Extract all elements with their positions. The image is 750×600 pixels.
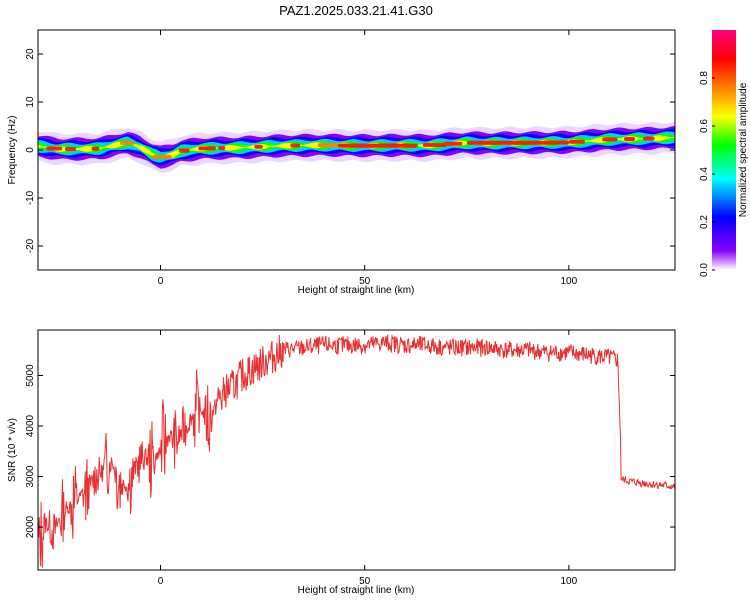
ridge-hotspot [91,146,100,151]
y-tick-label: -10 [25,190,36,205]
colorbar: 0.0 0.2 0.4 0.6 0.8 Normalized spectral ampl… [699,30,749,277]
snr-frame [37,329,676,571]
colorbar-tick-label: 0.8 [699,71,710,85]
colorbar-tick-label: 0.0 [699,263,710,277]
ridge-hotspot [218,146,226,151]
snr-panel: 0 50 100 2000 3000 4000 5000 Height of straigh… [7,329,676,596]
colorbar-gradient [712,30,736,270]
x-tick-label: 50 [359,276,371,287]
y-tick-label: 4000 [25,414,36,437]
colorbar-tick-label: 0.6 [699,119,710,133]
ridge-hotspot [317,143,338,148]
x-tick-label: 0 [158,576,164,587]
ridge-hotspot [290,143,301,148]
ridge-hotspot [443,141,463,146]
snr-x-axis-label: Height of straight line (km) [298,585,415,596]
snr-series [38,334,675,568]
y-tick-label: 2000 [25,515,36,538]
ridge-hotspot [466,140,557,145]
y-tick-label: 10 [25,96,36,108]
colorbar-tick-label: 0.4 [699,167,710,181]
spectrogram-y-axis-label: Frequency (Hz) [7,116,18,185]
x-tick-label: 100 [560,276,577,287]
snr-plot-area [38,330,675,570]
x-tick-label: 100 [560,576,577,587]
y-tick-label: -20 [25,238,36,253]
spectral-ridge [38,121,675,173]
ridge-hotspot [64,147,76,151]
snr-line [38,334,675,568]
colorbar-ticks: 0.0 0.2 0.4 0.6 0.8 [699,71,715,277]
colorbar-label: Normalized spectral amplitude [738,82,749,217]
ridge-hotspot [624,137,635,141]
ridge-hotspot [198,146,216,151]
ridge-hotspot [643,136,655,141]
ridge-hotspot [568,139,585,144]
colorbar-tick-label: 0.2 [699,215,710,229]
snr-y-axis-label: SNR (10 * v/v) [7,418,18,482]
ridge-hotspot [602,137,618,142]
y-tick-label: 20 [25,48,36,60]
ridge-hotspot [340,143,418,148]
spectrogram-x-axis-label: Height of straight line (km) [298,285,415,296]
snr-ticks: 0 50 100 2000 3000 4000 5000 [25,330,675,587]
ridge-hotspot [422,143,447,147]
ridge-hotspot [152,154,172,159]
x-tick-label: 50 [359,576,371,587]
ridge-hotspot [46,146,63,151]
y-tick-label: 5000 [25,364,36,387]
ridge-hotspot [119,140,135,145]
y-tick-label: 3000 [25,465,36,488]
ridge-hotspot [254,144,263,149]
x-tick-label: 0 [158,276,164,287]
figure-title: PAZ1.2025.033.21.41.G30 [279,3,433,18]
ridge-hotspot [178,148,190,153]
y-tick-label: 0 [25,147,36,153]
